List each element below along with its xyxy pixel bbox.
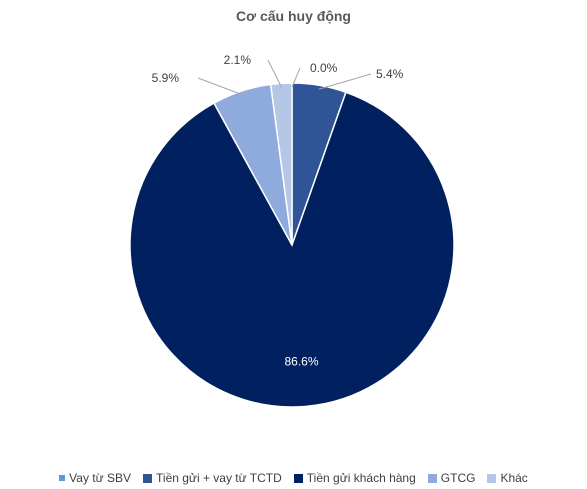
legend-label: Tiền gửi khách hàng (306, 471, 416, 485)
leader-line (318, 73, 372, 90)
legend-item-tien-gui-khach-hang: Tiền gửi khách hàng (293, 471, 416, 485)
data-label-gtcg: 5.9% (152, 71, 180, 85)
data-label-vay-tu-sbv: 0.0% (310, 61, 338, 75)
slice-tien-gui-khach-hang (129, 91, 455, 408)
slice-khac (269, 82, 293, 246)
legend-swatch (487, 473, 497, 483)
chart-legend: Vay từ SBV Tiền gửi + vay từ TCTD Tiền gửi… (0, 469, 587, 487)
legend-label: Khác (500, 471, 528, 485)
leader-line (267, 59, 283, 88)
legend-label: Vay từ SBV (69, 471, 132, 485)
legend-item-tien-gui-vay-tctd: Tiền gửi + vay từ TCTD (143, 471, 282, 485)
legend-swatch (427, 473, 437, 483)
legend-swatch (143, 473, 153, 483)
legend-item-khac: Khác (487, 471, 528, 485)
legend-swatch (59, 475, 66, 481)
legend-label: Tiền gửi + vay từ TCTD (156, 471, 282, 485)
data-label-khac: 2.1% (224, 53, 252, 67)
legend-item-vay-tu-sbv: Vay từ SBV (59, 471, 131, 485)
chart-title: Cơ cấu huy động (236, 8, 351, 24)
legend-swatch (293, 473, 303, 483)
leader-line (197, 77, 243, 96)
legend-label: GTCG (440, 471, 476, 485)
legend-item-gtcg: GTCG (427, 471, 476, 485)
data-label-tien-gui-vay-tctd: 5.4% (376, 67, 404, 81)
leader-line (291, 67, 301, 88)
pie-chart: 5.4% 86.6% 5.9% 2.1% 0.0% (129, 53, 455, 408)
data-label-tien-gui-khach-hang: 86.6% (285, 354, 319, 368)
